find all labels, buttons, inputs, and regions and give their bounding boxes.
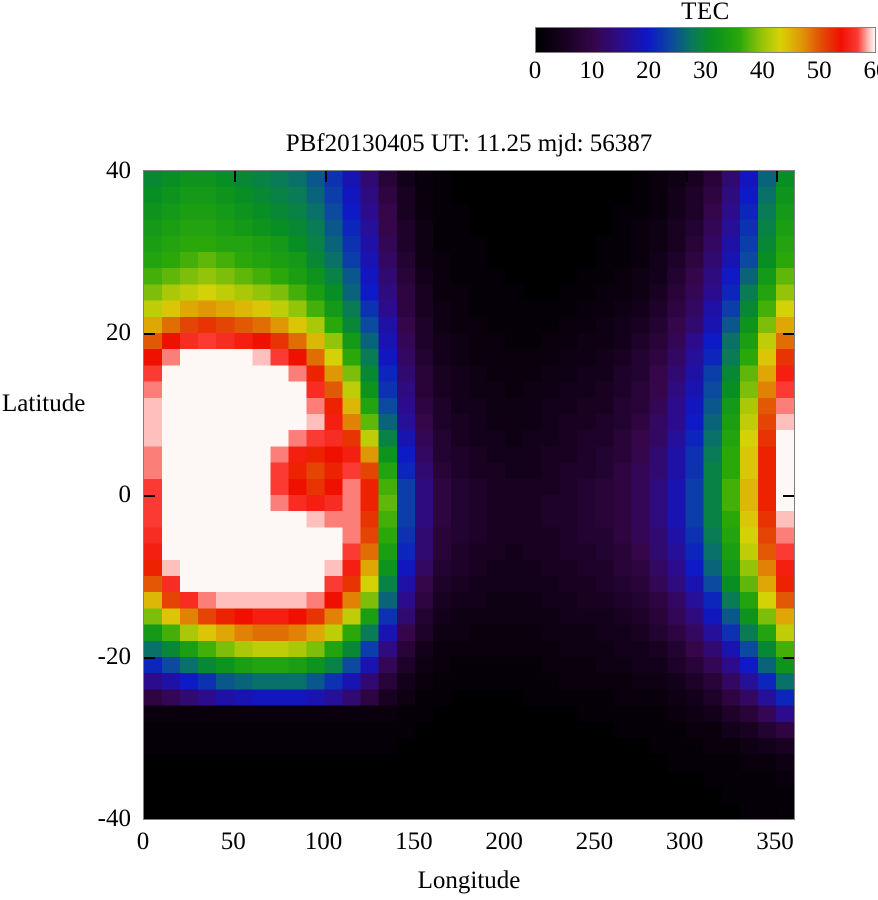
heatmap-plot-area xyxy=(143,170,795,820)
colorbar-tick-50: 50 xyxy=(806,57,832,84)
colorbar-tick-10: 10 xyxy=(579,57,605,84)
x-tick-mark xyxy=(324,171,327,182)
colorbar-tick-60: 60 xyxy=(863,57,878,84)
x-tick-mark xyxy=(414,171,417,182)
x-tick-label-250: 250 xyxy=(575,828,614,855)
y-tick-mark xyxy=(783,333,794,335)
heatmap-canvas xyxy=(144,171,794,819)
x-tick-mark xyxy=(775,808,778,819)
colorbar-title: TEC xyxy=(681,0,730,25)
x-tick-label-150: 150 xyxy=(395,828,433,855)
y-tick-mark xyxy=(144,657,155,659)
page-title: PBf20130405 UT: 11.25 mjd: 56387 xyxy=(285,130,653,157)
y-axis-tick-labels: 40 20 0 -20 -40 xyxy=(0,157,132,832)
x-tick-mark xyxy=(414,808,417,819)
x-tick-label-350: 350 xyxy=(756,828,794,855)
x-tick-mark xyxy=(234,171,237,182)
y-tick-mark xyxy=(783,657,794,659)
x-tick-label-300: 300 xyxy=(665,828,704,855)
x-tick-mark xyxy=(505,171,508,182)
colorbar-tick-20: 20 xyxy=(636,57,662,84)
x-tick-mark xyxy=(775,171,778,182)
colorbar-tick-labels: 0 10 20 30 40 50 60 xyxy=(529,55,878,89)
y-tick-mark xyxy=(144,333,155,335)
x-tick-mark xyxy=(595,808,598,819)
colorbar-tick-40: 40 xyxy=(749,57,775,84)
x-axis-tick-labels: 0 50 100 150 200 250 300 350 xyxy=(137,826,795,860)
x-axis-label: Longitude xyxy=(417,867,521,894)
x-tick-mark xyxy=(685,808,688,819)
y-tick-label-40: 40 xyxy=(106,157,131,184)
colorbar-strip xyxy=(535,27,876,53)
x-tick-label-200: 200 xyxy=(485,828,523,855)
x-tick-mark xyxy=(595,171,598,182)
x-tick-mark xyxy=(685,171,688,182)
y-tick-label-20: 20 xyxy=(106,319,131,346)
x-tick-label-100: 100 xyxy=(304,828,343,855)
y-tick-label--40: -40 xyxy=(97,805,131,832)
y-tick-label-0: 0 xyxy=(118,481,132,508)
colorbar-gradient-canvas xyxy=(536,28,875,52)
colorbar-tick-0: 0 xyxy=(528,57,542,84)
x-tick-label-50: 50 xyxy=(220,828,246,855)
x-tick-mark xyxy=(234,808,237,819)
x-tick-label-0: 0 xyxy=(136,828,150,855)
y-axis-label: Latitude xyxy=(2,390,86,417)
x-tick-mark xyxy=(505,808,508,819)
y-tick-mark xyxy=(144,495,155,497)
x-tick-mark xyxy=(324,808,327,819)
y-tick-label--20: -20 xyxy=(97,643,131,670)
colorbar-tick-30: 30 xyxy=(693,57,718,84)
colorbar-group: TEC 0 10 20 30 40 50 60 xyxy=(529,0,878,95)
y-tick-mark xyxy=(783,495,794,497)
